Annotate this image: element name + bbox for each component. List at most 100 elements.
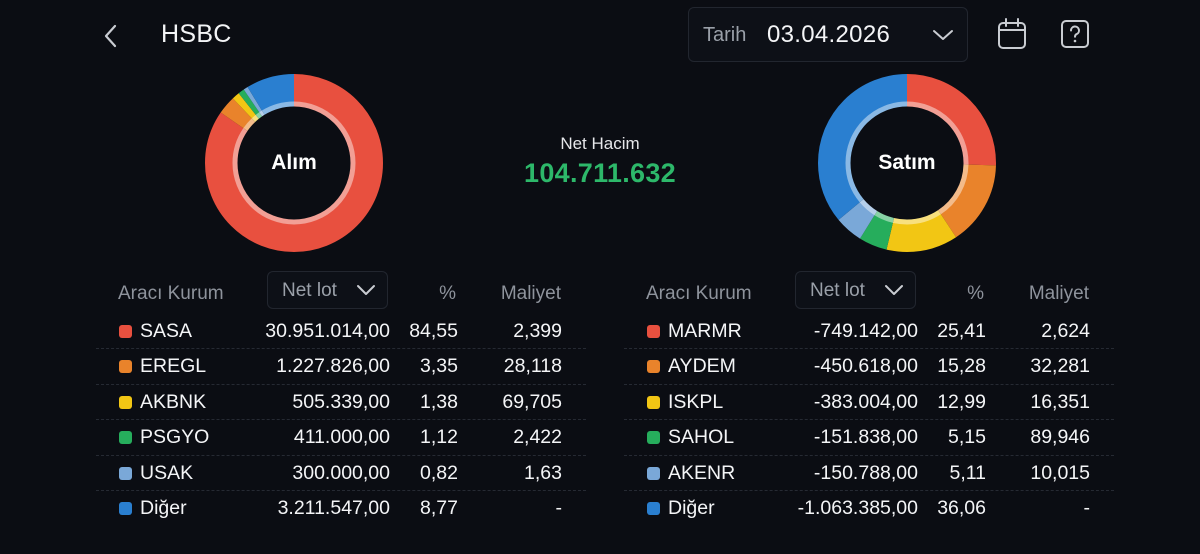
table-row[interactable]: USAK 300.000,00 0,82 1,63 (96, 456, 586, 491)
percent: 1,38 (420, 390, 458, 413)
date-label: Tarih (703, 24, 747, 46)
metric-label: Net lot (810, 280, 865, 301)
metric-label: Net lot (282, 280, 337, 301)
net-lot: -150.788,00 (813, 461, 918, 484)
color-swatch-icon (647, 360, 660, 374)
cost: - (1083, 496, 1091, 519)
column-percent: % (967, 283, 984, 304)
percent: 5,15 (948, 426, 986, 449)
sell-table-header: Aracı Kurum Net lot % Maliyet (624, 270, 1114, 314)
table-row[interactable]: AKENR -150.788,00 5,11 10,015 (624, 456, 1114, 491)
sell-donut-label: Satım (878, 151, 936, 174)
donut-segment (232, 101, 356, 225)
table-row[interactable]: SAHOL -151.838,00 5,15 89,946 (624, 420, 1114, 456)
table-row[interactable]: AYDEM -450.618,00 15,28 32,281 (624, 349, 1114, 385)
chevron-down-icon (933, 30, 953, 40)
table-row[interactable]: Diğer 3.211.547,00 8,77 - (96, 491, 586, 526)
net-lot: 3.211.547,00 (277, 496, 390, 519)
table-row[interactable]: Diğer -1.063.385,00 36,06 - (624, 491, 1114, 526)
cost: 69,705 (502, 390, 562, 413)
sell-table-body: MARMR -749.142,00 25,41 2,624 AYDEM -450.618… (624, 314, 1114, 526)
column-broker: Aracı Kurum (118, 283, 224, 304)
calendar-icon (998, 18, 1026, 49)
color-swatch-icon (119, 360, 132, 374)
chevron-left-icon (104, 24, 117, 48)
net-lot: 30.951.014,00 (265, 320, 390, 342)
stock-name: SASA (140, 320, 193, 342)
net-volume-value: 104.711.632 (524, 158, 676, 188)
buy-metric-dropdown[interactable]: Net lot (267, 271, 388, 309)
stock-name: SAHOL (668, 426, 735, 449)
table-row[interactable]: EREGL 1.227.826,00 3,35 28,118 (96, 349, 586, 385)
calendar-button[interactable] (996, 17, 1028, 51)
chevron-down-icon (885, 285, 903, 295)
donut-segment (205, 74, 383, 252)
percent: 5,11 (949, 461, 986, 484)
color-swatch-icon (119, 466, 132, 480)
column-broker: Aracı Kurum (646, 283, 752, 304)
percent: 84,55 (409, 320, 458, 342)
help-button[interactable] (1059, 17, 1091, 51)
color-swatch-icon (119, 395, 132, 409)
buy-table-body: SASA 30.951.014,00 84,55 2,399 EREGL 1.227.8… (96, 314, 586, 526)
color-swatch-icon (647, 325, 660, 338)
net-lot: 1.227.826,00 (276, 355, 390, 378)
cost: 10,015 (1030, 461, 1090, 484)
percent: 1,12 (420, 426, 458, 449)
percent: 25,41 (937, 320, 986, 342)
table-row[interactable]: SASA 30.951.014,00 84,55 2,399 (96, 314, 586, 350)
net-volume: Net Hacim 104.711.632 (500, 134, 700, 189)
color-swatch-icon (119, 325, 132, 338)
percent: 12,99 (937, 390, 986, 413)
sell-table: Aracı Kurum Net lot % Maliyet MARMR -749.… (624, 270, 1114, 526)
help-icon (1061, 20, 1089, 48)
sell-donut-svg (818, 74, 996, 252)
color-swatch-icon (647, 395, 660, 409)
table-row[interactable]: ISKPL -383.004,00 12,99 16,351 (624, 385, 1114, 421)
color-swatch-icon (647, 466, 660, 480)
donut-segment (818, 74, 996, 252)
color-swatch-icon (647, 431, 660, 445)
net-volume-label: Net Hacim (560, 134, 640, 153)
column-cost: Maliyet (500, 283, 561, 304)
stock-name: USAK (140, 461, 194, 484)
percent: 0,82 (420, 461, 458, 484)
sell-metric-dropdown[interactable]: Net lot (795, 271, 916, 309)
stock-name: EREGL (140, 355, 207, 378)
cost: 28,118 (503, 355, 562, 378)
stock-name: MARMR (668, 320, 742, 342)
net-lot: -383.004,00 (813, 390, 918, 413)
buy-donut-label: Alım (271, 151, 317, 174)
column-cost: Maliyet (1028, 283, 1089, 304)
back-button[interactable] (98, 20, 126, 52)
stock-name: AYDEM (668, 355, 736, 378)
buy-donut-svg (205, 74, 383, 252)
donut-segment (845, 101, 969, 225)
page-title: HSBC (161, 20, 232, 48)
cost: 1,63 (524, 461, 562, 484)
chevron-down-icon (357, 285, 375, 295)
net-lot: 505.339,00 (292, 390, 390, 413)
percent: 8,77 (420, 496, 458, 519)
net-lot: -749.142,00 (813, 320, 918, 342)
donut-segment (845, 101, 969, 225)
stock-name: ISKPL (668, 390, 724, 413)
table-row[interactable]: AKBNK 505.339,00 1,38 69,705 (96, 385, 586, 421)
sell-donut-chart: Satım (817, 73, 997, 253)
date-selector[interactable]: Tarih 03.04.2026 (688, 7, 968, 62)
buy-donut-chart: Alım (204, 73, 384, 253)
cost: - (555, 496, 563, 519)
date-value: 03.04.2026 (767, 21, 891, 48)
donut-segment (818, 74, 996, 252)
color-swatch-icon (119, 431, 132, 445)
net-lot: 300.000,00 (292, 461, 390, 484)
stock-name: Diğer (668, 496, 715, 519)
stock-name: PSGYO (140, 426, 210, 449)
stock-name: AKENR (668, 461, 736, 484)
percent: 15,28 (937, 355, 986, 378)
table-row[interactable]: MARMR -749.142,00 25,41 2,624 (624, 314, 1114, 350)
net-lot: -450.618,00 (813, 355, 918, 378)
table-row[interactable]: PSGYO 411.000,00 1,12 2,422 (96, 420, 586, 456)
stock-name: AKBNK (140, 390, 207, 413)
net-lot: 411.000,00 (293, 426, 390, 449)
